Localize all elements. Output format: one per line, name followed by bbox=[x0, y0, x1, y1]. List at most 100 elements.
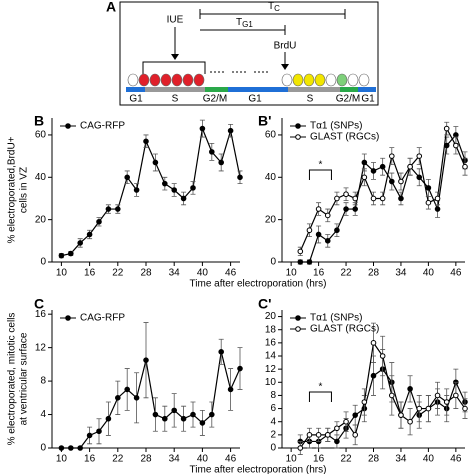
phase-label: G2/M bbox=[336, 94, 360, 105]
legend-label: GLAST (RGCs) bbox=[310, 132, 379, 143]
marker bbox=[352, 206, 359, 212]
x-tick-label: 10 bbox=[286, 268, 298, 279]
brdu-label: BrdU bbox=[274, 41, 297, 52]
phase-segment bbox=[205, 87, 228, 92]
marker bbox=[416, 174, 423, 181]
marker bbox=[77, 445, 83, 451]
marker bbox=[218, 349, 224, 355]
y-tick-label: 8 bbox=[40, 376, 46, 387]
x-tick-label: 40 bbox=[423, 454, 435, 465]
marker bbox=[416, 405, 423, 412]
marker bbox=[425, 405, 432, 412]
y-tick-label: 12 bbox=[35, 342, 47, 353]
iue-label: IUE bbox=[167, 15, 184, 26]
annotation-bracket bbox=[308, 391, 332, 402]
y-tick-label: 0 bbox=[40, 257, 46, 268]
legend-marker bbox=[295, 134, 301, 140]
marker bbox=[68, 445, 74, 451]
marker bbox=[124, 386, 130, 393]
y-tick-label: 16 bbox=[265, 337, 277, 348]
phase-bar: G1 S G2/M G1 S G2/M G1 bbox=[126, 87, 376, 105]
marker bbox=[370, 195, 377, 202]
y-tick-label: 20 bbox=[35, 214, 47, 225]
cell bbox=[281, 73, 293, 87]
marker bbox=[389, 153, 395, 159]
schematic-frame bbox=[119, 1, 379, 106]
marker bbox=[462, 405, 468, 412]
marker bbox=[443, 125, 450, 132]
y-tick-label: 4 bbox=[270, 416, 276, 427]
panel-label: C' bbox=[258, 296, 271, 312]
marker bbox=[343, 418, 349, 425]
marker bbox=[352, 195, 359, 202]
phase-segment bbox=[288, 87, 340, 92]
arrowhead bbox=[281, 64, 289, 70]
marker bbox=[389, 392, 395, 399]
marker bbox=[334, 195, 340, 202]
marker bbox=[133, 395, 140, 401]
legend-marker bbox=[65, 123, 71, 129]
marker bbox=[133, 187, 140, 193]
x-tick-label: 22 bbox=[340, 268, 352, 279]
x-tick-label: 16 bbox=[84, 454, 96, 465]
y-tick-label: 60 bbox=[265, 130, 277, 141]
t: T bbox=[268, 1, 274, 12]
legend-label: Tα1 (SNPs) bbox=[310, 313, 362, 324]
y-tick-label: 20 bbox=[265, 311, 277, 322]
marker bbox=[171, 187, 177, 193]
y-tick-label: 12 bbox=[265, 364, 277, 375]
marker bbox=[218, 159, 224, 166]
marker bbox=[462, 163, 468, 170]
cell bbox=[358, 73, 370, 87]
x-tick-label: 40 bbox=[423, 268, 435, 279]
marker bbox=[297, 445, 304, 451]
y-tick-label: 2 bbox=[270, 429, 276, 440]
marker bbox=[306, 259, 313, 265]
schematic: A TC TG1 IUE BrdU G1 S G2/M G1 S G2/M G1 bbox=[106, 0, 379, 106]
y-tick-label: 8 bbox=[270, 390, 276, 401]
phase-segment bbox=[126, 87, 145, 92]
marker bbox=[315, 206, 322, 212]
marker bbox=[58, 445, 65, 451]
marker bbox=[398, 412, 404, 418]
cell bbox=[171, 73, 183, 87]
x-tick-label: 22 bbox=[112, 454, 124, 465]
sub: C bbox=[274, 4, 280, 13]
x-tick-label: 16 bbox=[313, 268, 325, 279]
panel-label: C bbox=[34, 296, 44, 312]
marker bbox=[407, 386, 413, 392]
marker bbox=[434, 195, 441, 202]
y-tick-label: 40 bbox=[265, 172, 277, 183]
marker bbox=[105, 206, 112, 212]
marker bbox=[443, 399, 450, 405]
marker bbox=[237, 174, 243, 181]
marker bbox=[237, 365, 243, 372]
marker bbox=[152, 159, 159, 166]
marker bbox=[453, 142, 459, 149]
bracket bbox=[142, 61, 206, 74]
sub: G1 bbox=[242, 20, 253, 29]
marker bbox=[379, 195, 386, 202]
phase-segment bbox=[145, 87, 205, 92]
y-tick-label: 10 bbox=[265, 377, 277, 388]
legend-label: Tα1 (SNPs) bbox=[310, 121, 362, 132]
marker bbox=[434, 392, 441, 399]
panel-label: B bbox=[34, 113, 44, 129]
cell bbox=[314, 73, 326, 87]
marker bbox=[324, 432, 331, 438]
marker bbox=[315, 231, 322, 238]
marker bbox=[352, 432, 359, 438]
panel-label: A bbox=[106, 0, 116, 15]
y-tick-label: 6 bbox=[270, 403, 276, 414]
cell bbox=[127, 73, 139, 87]
cell bbox=[182, 73, 194, 87]
y-tick-label: 20 bbox=[265, 214, 277, 225]
phase-label: G1 bbox=[129, 94, 143, 105]
annotation: * bbox=[318, 382, 322, 393]
marker bbox=[315, 432, 322, 438]
marker bbox=[398, 178, 404, 185]
cell bbox=[325, 73, 337, 87]
x-tick-label: 34 bbox=[169, 268, 181, 279]
arrowhead bbox=[171, 54, 179, 60]
x-tick-label: 28 bbox=[140, 268, 152, 279]
